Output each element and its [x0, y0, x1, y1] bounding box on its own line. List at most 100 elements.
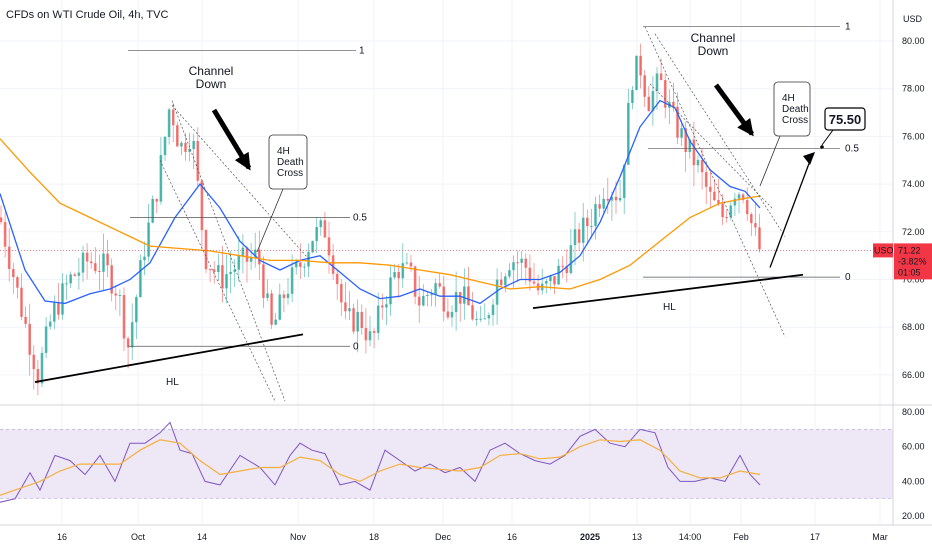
death-cross-callout-right [773, 81, 811, 137]
x-tick-label: Mar [872, 532, 888, 542]
candle-body [282, 294, 286, 299]
candle-body [249, 256, 253, 262]
candle-body [98, 271, 101, 273]
candle-body [733, 198, 737, 206]
candle-body [745, 200, 749, 215]
candle-body [639, 55, 642, 76]
candle-body [655, 73, 659, 92]
channel-line [171, 100, 286, 402]
candle-body [180, 142, 183, 147]
channel-line [171, 105, 311, 261]
y-tick-label: 68.00 [902, 322, 925, 332]
candle-body [458, 292, 462, 304]
y-tick-label: 70.00 [902, 275, 925, 285]
candle-body [151, 198, 154, 223]
candle-body [721, 203, 724, 218]
x-tick-label: 14:00 [679, 532, 702, 542]
candle-body [397, 272, 400, 279]
y-tick-label: 80.00 [902, 36, 925, 46]
x-tick-label: Feb [733, 532, 749, 542]
x-tick-label: 2025 [580, 532, 600, 542]
candle-body [163, 136, 167, 156]
candle-body [262, 264, 265, 298]
callout-pointer [256, 188, 284, 253]
candle-body [69, 274, 72, 284]
rsi-pane [0, 421, 761, 503]
candle-body [303, 266, 306, 268]
fib-level-label: 0.5 [845, 143, 859, 154]
candle-body [672, 101, 675, 107]
candles [0, 43, 761, 396]
candle-body [241, 247, 245, 256]
candle-body [44, 326, 48, 353]
candle-body [221, 265, 224, 289]
candle-body [499, 279, 503, 286]
candle-body [139, 260, 142, 298]
candle-body [750, 214, 753, 224]
target-arrow-head [803, 152, 815, 165]
candle-body [647, 96, 651, 112]
candle-body [389, 277, 392, 305]
x-tick-label: 14 [197, 532, 207, 542]
candle-body [381, 305, 384, 308]
candle-body [89, 261, 93, 264]
y-tick-label: 76.00 [902, 131, 925, 141]
candle-body [598, 204, 601, 209]
candle-body [663, 80, 667, 108]
hl-trendline-right [532, 273, 804, 310]
candle-body [7, 246, 11, 270]
hl-trendline-left [34, 333, 304, 383]
x-tick-label: Oct [131, 532, 146, 542]
candle-body [651, 91, 655, 112]
candle-body [717, 200, 720, 204]
y-tick-label: 78.00 [902, 84, 925, 94]
bearish-arrow-right-head [737, 117, 754, 137]
candle-body [532, 281, 536, 284]
candle-body [372, 331, 376, 333]
drawings: 1 0.5 0 1 0.5 0 HL HL Channel Down Channel Down 4H De… [0, 22, 893, 402]
price-badge-value: 71.22 [898, 245, 921, 255]
candle-body [171, 109, 175, 126]
rsi-band-fill [0, 429, 893, 499]
candle-body [229, 271, 232, 275]
price-badge-bg [894, 243, 932, 280]
symbol-badge-bg [873, 243, 893, 258]
target-arrow [769, 155, 813, 268]
target-pointer [821, 129, 834, 146]
candle-body [143, 256, 146, 261]
candle-body [323, 220, 327, 238]
candle-body [274, 319, 277, 325]
rsi-ma-line [0, 439, 761, 496]
candle-body [561, 265, 564, 267]
candle-body [737, 194, 741, 199]
candle-body [487, 315, 491, 319]
candle-body [57, 302, 60, 315]
candle-body [393, 272, 396, 278]
candle-body [758, 227, 761, 250]
price-badge-countdown: 01:05 [898, 267, 921, 277]
channel-line [654, 33, 786, 237]
candle-body [225, 274, 228, 289]
candle-body [122, 295, 126, 339]
channel-line [649, 83, 773, 209]
candle-body [36, 369, 40, 384]
candle-body [516, 262, 519, 264]
candle-body [684, 128, 687, 153]
ma-slow-line [0, 138, 761, 290]
candle-body [590, 225, 593, 227]
candle-body [237, 255, 241, 270]
death-cross-label-left: 4H Death Cross [277, 146, 304, 179]
candle-body [352, 308, 355, 332]
candle-body [217, 265, 220, 273]
x-tick-label: Nov [290, 532, 307, 542]
candle-body [200, 180, 204, 231]
candle-body [688, 139, 692, 153]
candle-body [700, 159, 704, 173]
candle-body [315, 227, 318, 242]
candle-body [606, 198, 610, 201]
candle-body [270, 293, 273, 325]
candle-body [176, 125, 179, 147]
candle-body [102, 253, 105, 272]
callout-pointer [759, 135, 781, 187]
